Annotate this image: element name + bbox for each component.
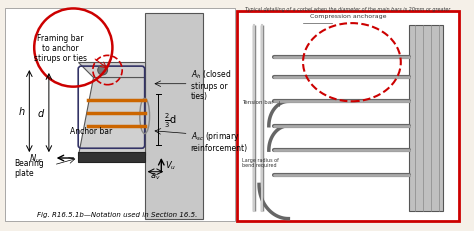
Text: Framing bar
to anchor
stirups or ties: Framing bar to anchor stirups or ties — [34, 33, 87, 63]
Text: $V_u$: $V_u$ — [165, 159, 176, 171]
Bar — [145, 14, 203, 219]
Bar — [409, 26, 443, 211]
Text: Large radius of
bend required: Large radius of bend required — [242, 157, 279, 168]
FancyBboxPatch shape — [237, 12, 459, 221]
Text: Bearing
plate: Bearing plate — [15, 158, 45, 178]
Text: Compression anchorage: Compression anchorage — [310, 14, 386, 19]
Text: h: h — [18, 107, 25, 117]
Text: Tension bar: Tension bar — [242, 99, 274, 104]
Bar — [430, 31, 438, 211]
FancyBboxPatch shape — [5, 9, 235, 221]
Text: $a_v$: $a_v$ — [150, 171, 161, 181]
Text: d: d — [38, 109, 44, 119]
Text: Fig. R16.5.1b—Notation used in Section 16.5.: Fig. R16.5.1b—Notation used in Section 1… — [37, 211, 198, 217]
Text: Anchor bar: Anchor bar — [70, 127, 112, 136]
Bar — [410, 31, 419, 211]
Text: $A_h$ (closed
stirups or
ties): $A_h$ (closed stirups or ties) — [191, 68, 231, 101]
Text: Typical detailing of a corbel when the diameter of the main bars is 20mm or grea: Typical detailing of a corbel when the d… — [246, 7, 451, 12]
Circle shape — [98, 66, 108, 76]
Polygon shape — [78, 78, 145, 155]
Text: $N_{uc}$: $N_{uc}$ — [29, 152, 44, 164]
Bar — [420, 31, 428, 211]
Bar — [78, 152, 145, 162]
Text: $\frac{2}{3}$d: $\frac{2}{3}$d — [164, 111, 177, 129]
Polygon shape — [78, 63, 145, 78]
Text: $A_{sc}$ (primary
reinforcement): $A_{sc}$ (primary reinforcement) — [191, 129, 248, 152]
